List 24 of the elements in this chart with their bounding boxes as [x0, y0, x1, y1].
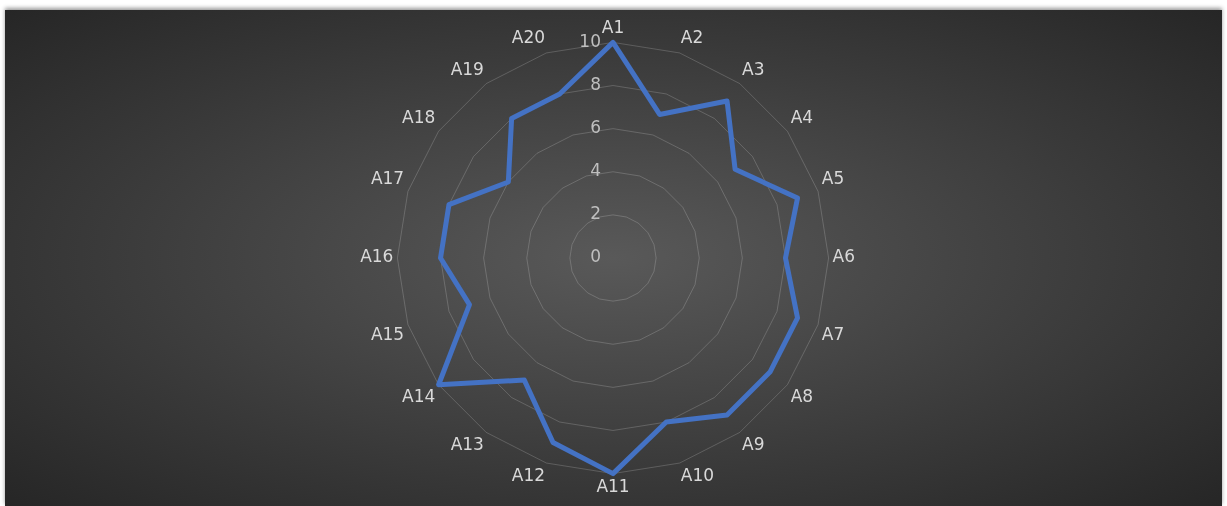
spoke-label: A19: [450, 58, 484, 79]
spoke-label: A12: [511, 465, 546, 486]
spoke-label: A1: [601, 16, 625, 37]
y-tick-label: 10: [579, 30, 601, 51]
spoke-label: A16: [360, 246, 394, 267]
spoke-label: A20: [511, 27, 546, 48]
y-tick-label: 8: [590, 73, 601, 94]
y-tick-label: 6: [590, 117, 601, 138]
spoke-label: A8: [790, 385, 814, 406]
y-tick-label: 0: [590, 246, 601, 267]
spoke-label: A3: [742, 58, 765, 79]
spoke-label: A9: [742, 434, 765, 455]
y-tick-label: 4: [590, 160, 601, 181]
y-tick-label: 2: [590, 203, 601, 224]
spoke-label: A5: [821, 168, 845, 189]
spoke-label: A10: [680, 465, 715, 486]
spoke-label: A4: [790, 107, 814, 128]
spoke-label: A14: [402, 385, 436, 406]
spoke-label: A11: [596, 476, 630, 497]
spoke-label: A15: [370, 324, 405, 345]
spoke-label: A2: [680, 27, 704, 48]
spoke-label: A13: [450, 434, 484, 455]
spoke-label: A18: [402, 107, 436, 128]
spoke-label: A17: [370, 168, 405, 189]
